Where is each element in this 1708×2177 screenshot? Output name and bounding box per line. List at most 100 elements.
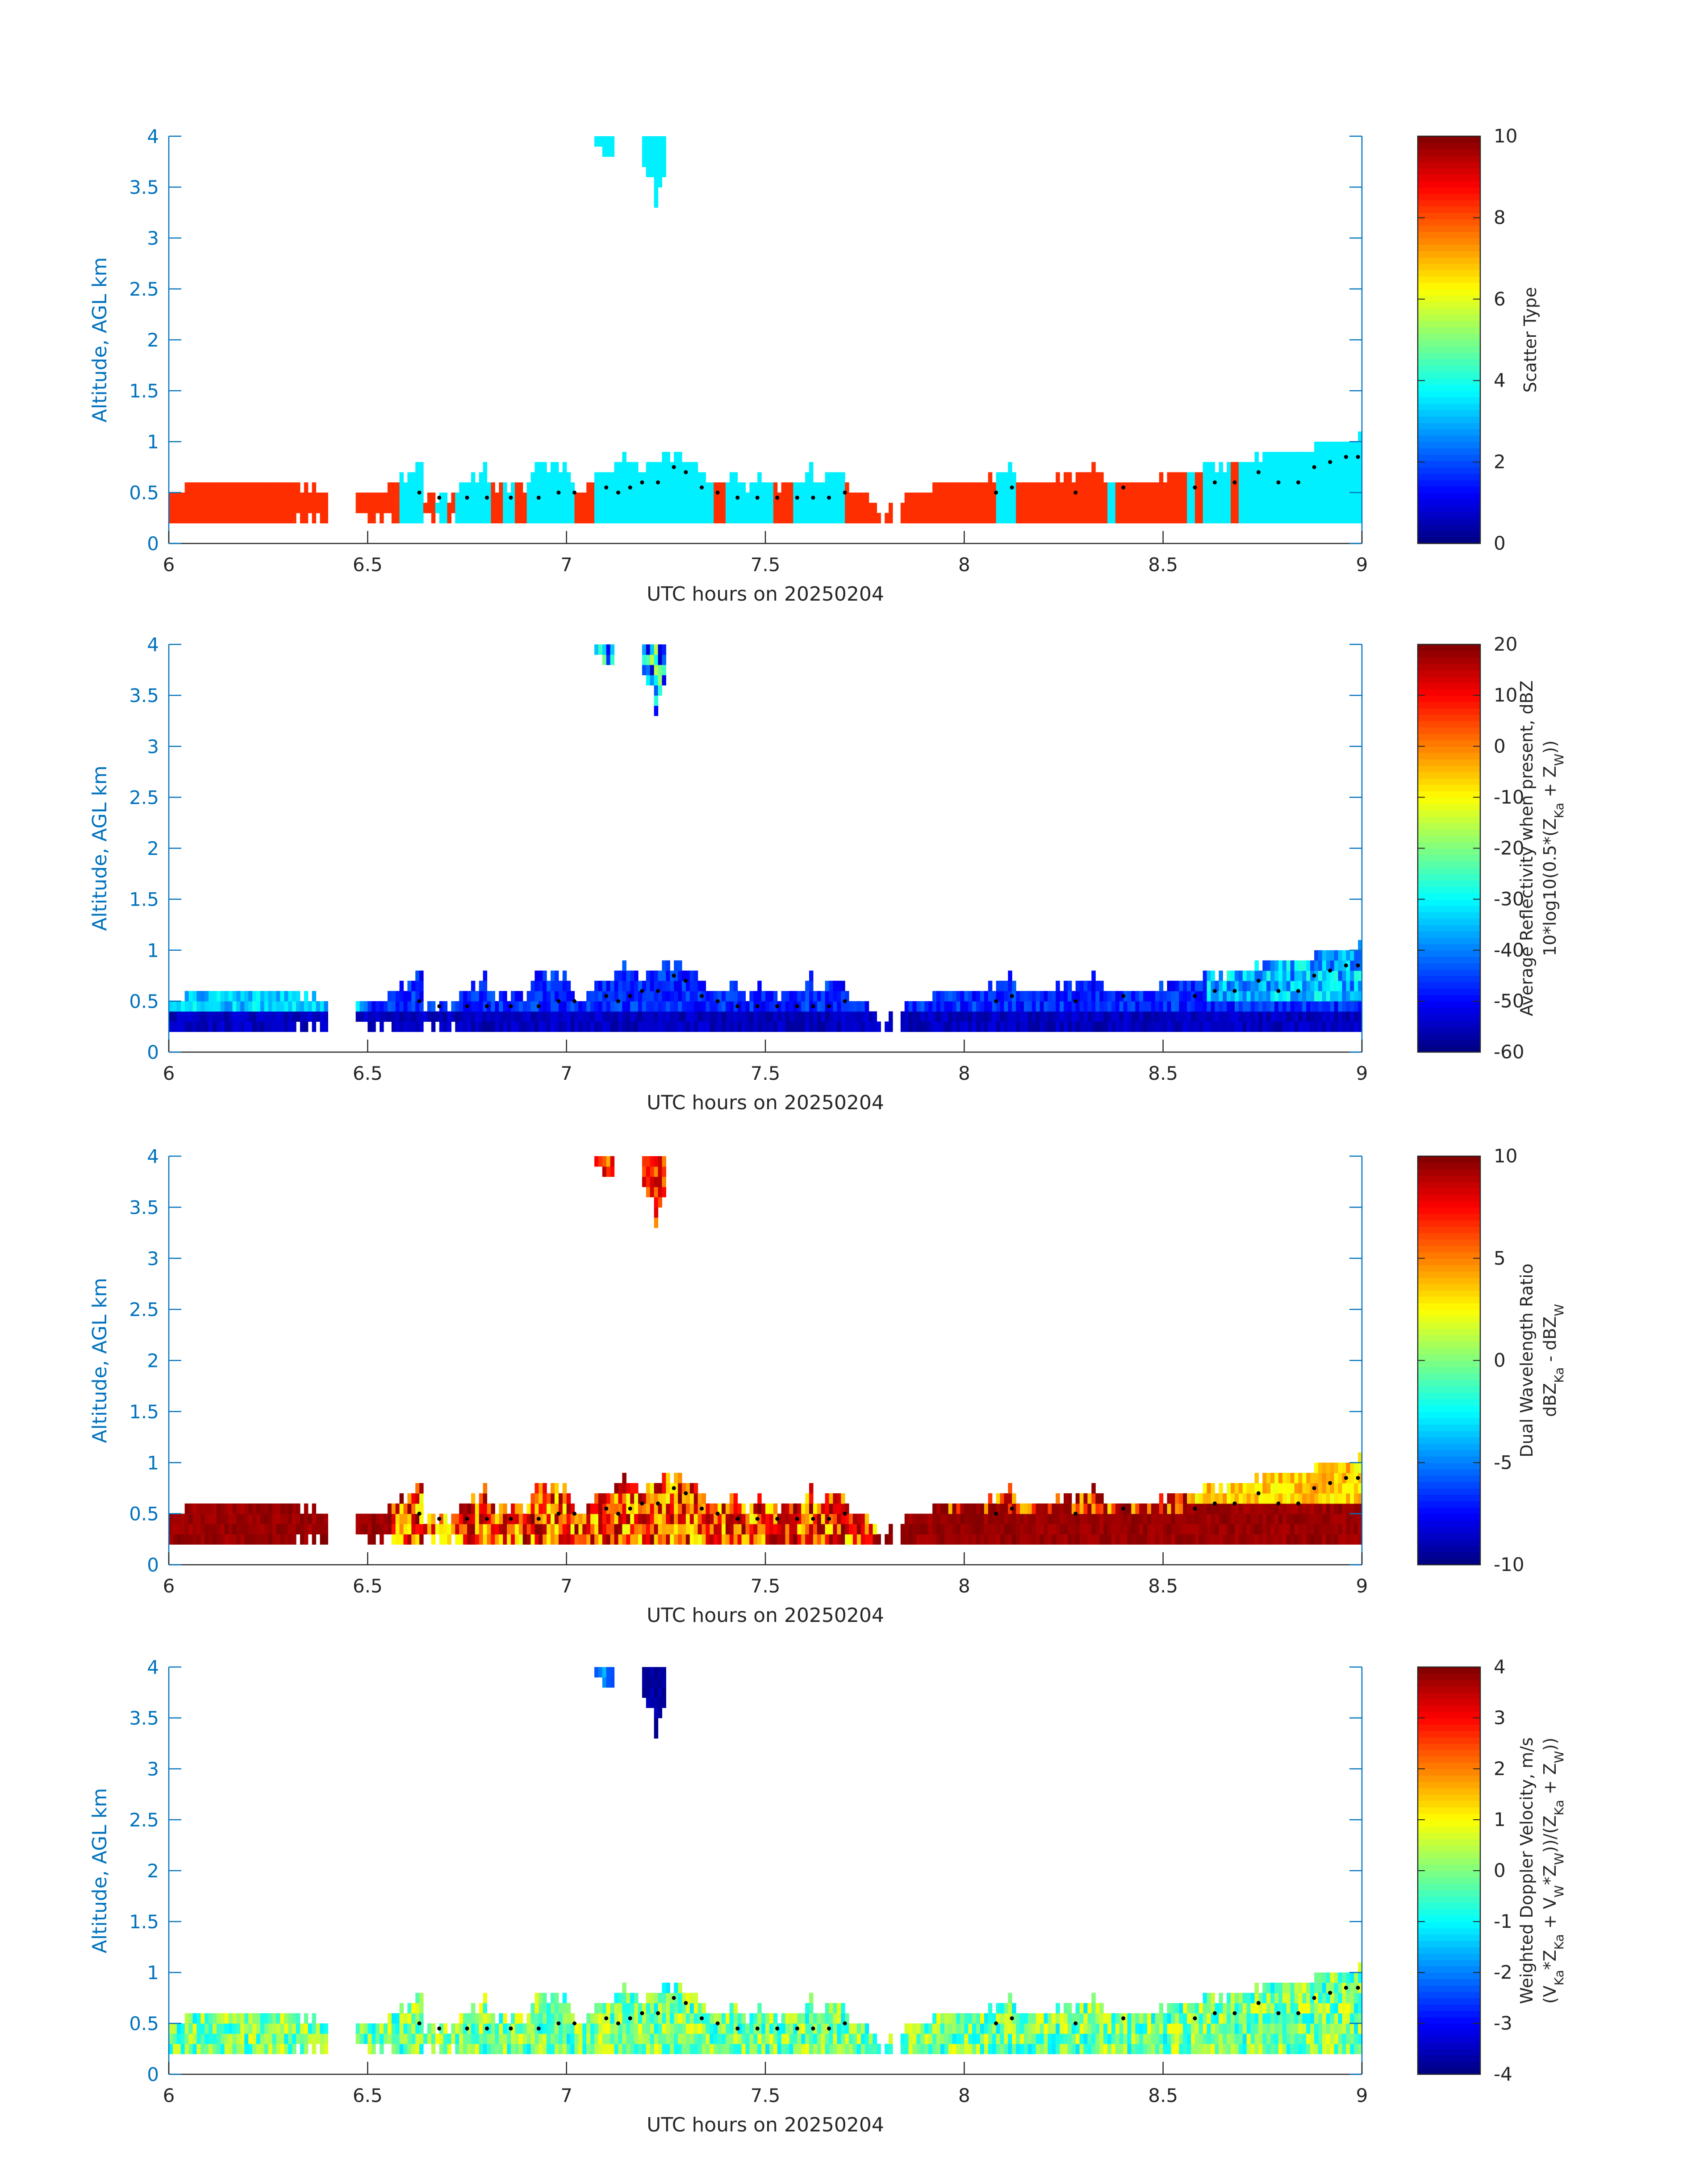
heatmap-cell (837, 1534, 841, 1545)
heatmap-cell (507, 1534, 511, 1545)
heatmap-cell (169, 502, 173, 514)
heatmap-cell (761, 502, 766, 514)
heatmap-cell (1083, 472, 1088, 483)
heatmap-cell (1298, 1534, 1303, 1545)
heatmap-cell (809, 513, 814, 523)
heatmap-cell (1326, 502, 1331, 514)
heatmap-cell (769, 1534, 774, 1545)
heatmap-cell (495, 2043, 499, 2054)
colorbar-swatch (1418, 365, 1480, 372)
heatmap-cell (1258, 1011, 1263, 1022)
heatmap-cell (658, 1483, 662, 1494)
heatmap-cell (1242, 1513, 1247, 1525)
heatmap-cell (296, 1503, 301, 1514)
heatmap-cell (574, 513, 579, 523)
heatmap-cell (539, 991, 543, 1002)
heatmap-cell (236, 2023, 241, 2034)
heatmap-cell (1044, 513, 1048, 523)
heatmap-cell (646, 644, 651, 655)
heatmap-cell (543, 1011, 547, 1022)
heatmap-cell (551, 1503, 555, 1514)
heatmap-cell (614, 1524, 618, 1534)
heatmap-cell (948, 493, 953, 503)
heatmap-cell (610, 472, 615, 483)
heatmap-cell (503, 991, 507, 1002)
heatmap-cell (240, 1503, 245, 1514)
heatmap-cell (1286, 991, 1291, 1002)
heatmap-cell (554, 1513, 559, 1525)
heatmap-cell (638, 981, 643, 991)
heatmap-cell (1052, 1524, 1056, 1534)
heatmap-cell (1159, 472, 1164, 483)
heatmap-cell (1322, 1503, 1327, 1514)
heatmap-cell (1131, 493, 1136, 503)
cloud-top-dot (640, 989, 644, 993)
heatmap-cell (511, 493, 515, 503)
heatmap-cell (503, 493, 507, 503)
heatmap-cell (1183, 1503, 1187, 1514)
heatmap-cell (1107, 513, 1112, 523)
heatmap-cell (1266, 1011, 1271, 1022)
heatmap-cell (781, 1011, 786, 1022)
heatmap-cell (240, 1021, 245, 1032)
heatmap-cell (1083, 1524, 1088, 1534)
heatmap-cell (483, 2013, 488, 2024)
heatmap-cell (180, 2033, 185, 2044)
heatmap-cell (654, 1001, 659, 1012)
heatmap-cell (1350, 502, 1354, 514)
heatmap-cell (387, 991, 392, 1002)
heatmap-cell (535, 991, 539, 1002)
heatmap-cell (634, 513, 639, 523)
x-tick-label: 6 (163, 1575, 175, 1597)
heatmap-cell (1119, 502, 1124, 514)
heatmap-cell (1314, 981, 1319, 991)
heatmap-cell (682, 1524, 686, 1534)
heatmap-cell (710, 1001, 714, 1012)
heatmap-cell (535, 513, 539, 523)
heatmap-cell (928, 513, 933, 523)
heatmap-cell (1258, 462, 1263, 472)
heatmap-cell (662, 644, 666, 655)
heatmap-cell (192, 2013, 197, 2024)
heatmap-cell (419, 462, 424, 472)
heatmap-cell (1290, 1011, 1295, 1022)
heatmap-cell (562, 502, 567, 514)
heatmap-cell (1071, 482, 1076, 493)
colorbar-swatch (1418, 1020, 1480, 1027)
colorbar-swatch (1418, 803, 1480, 811)
y-tick-label: 0.5 (129, 990, 159, 1012)
heatmap-cell (1071, 502, 1076, 514)
heatmap-cell (1199, 1001, 1203, 1012)
heatmap-cell (487, 513, 491, 523)
heatmap-cell (718, 1503, 722, 1514)
heatmap-cell (296, 2023, 301, 2034)
heatmap-cell (411, 2013, 416, 2024)
heatmap-cell (622, 991, 626, 1002)
heatmap-cell (236, 513, 241, 523)
heatmap-cell (284, 2023, 288, 2034)
heatmap-cell (475, 2033, 480, 2044)
heatmap-cell (188, 1011, 193, 1022)
heatmap-cell (209, 1534, 213, 1545)
heatmap-cell (1298, 462, 1303, 472)
heatmap-cell (1314, 502, 1319, 514)
heatmap-cell (992, 1503, 997, 1514)
heatmap-cell (1048, 1524, 1052, 1534)
heatmap-cell (733, 1503, 738, 1514)
heatmap-cell (1027, 1524, 1032, 1534)
heatmap-cell (240, 1534, 245, 1545)
heatmap-cell (264, 1503, 269, 1514)
heatmap-cell (1103, 502, 1108, 514)
heatmap-cell (714, 1513, 718, 1525)
heatmap-cell (682, 970, 686, 981)
heatmap-cell (658, 1176, 662, 1187)
heatmap-cell (463, 1524, 468, 1534)
heatmap-cell (224, 502, 229, 514)
heatmap-cell (518, 502, 523, 514)
heatmap-cell (467, 1011, 472, 1022)
heatmap-cell (455, 513, 459, 523)
heatmap-cell (622, 981, 626, 991)
heatmap-cell (873, 1011, 877, 1022)
heatmap-cell (228, 1503, 233, 1514)
heatmap-cell (367, 1534, 372, 1545)
